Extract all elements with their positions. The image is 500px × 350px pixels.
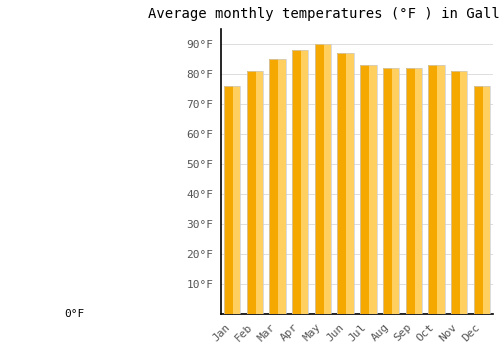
Bar — [324, 44, 331, 314]
Bar — [338, 53, 346, 314]
Bar — [406, 68, 414, 314]
Bar — [224, 86, 233, 314]
Bar — [369, 65, 376, 314]
Bar — [224, 86, 240, 314]
Bar — [233, 86, 240, 314]
Bar — [301, 50, 308, 314]
Bar — [474, 86, 490, 314]
Bar — [414, 68, 422, 314]
Bar — [247, 71, 256, 314]
Bar — [278, 59, 286, 314]
Bar — [460, 71, 467, 314]
Bar — [383, 68, 392, 314]
Bar — [406, 68, 422, 314]
Bar — [256, 71, 263, 314]
Bar — [247, 71, 263, 314]
Bar — [437, 65, 444, 314]
Bar — [451, 71, 467, 314]
Bar — [451, 71, 460, 314]
Bar — [292, 50, 308, 314]
Bar — [383, 68, 399, 314]
Bar — [346, 53, 354, 314]
Bar — [360, 65, 369, 314]
Bar — [428, 65, 444, 314]
Bar — [315, 44, 324, 314]
Bar — [360, 65, 376, 314]
Bar — [338, 53, 354, 314]
Bar — [315, 44, 331, 314]
Text: 0°F: 0°F — [64, 309, 85, 319]
Bar — [392, 68, 399, 314]
Title: Average monthly temperatures (°F ) in Galleh Manda: Average monthly temperatures (°F ) in Ga… — [148, 7, 500, 21]
Bar — [270, 59, 286, 314]
Bar — [428, 65, 437, 314]
Bar — [474, 86, 482, 314]
Bar — [292, 50, 301, 314]
Bar — [270, 59, 278, 314]
Bar — [482, 86, 490, 314]
